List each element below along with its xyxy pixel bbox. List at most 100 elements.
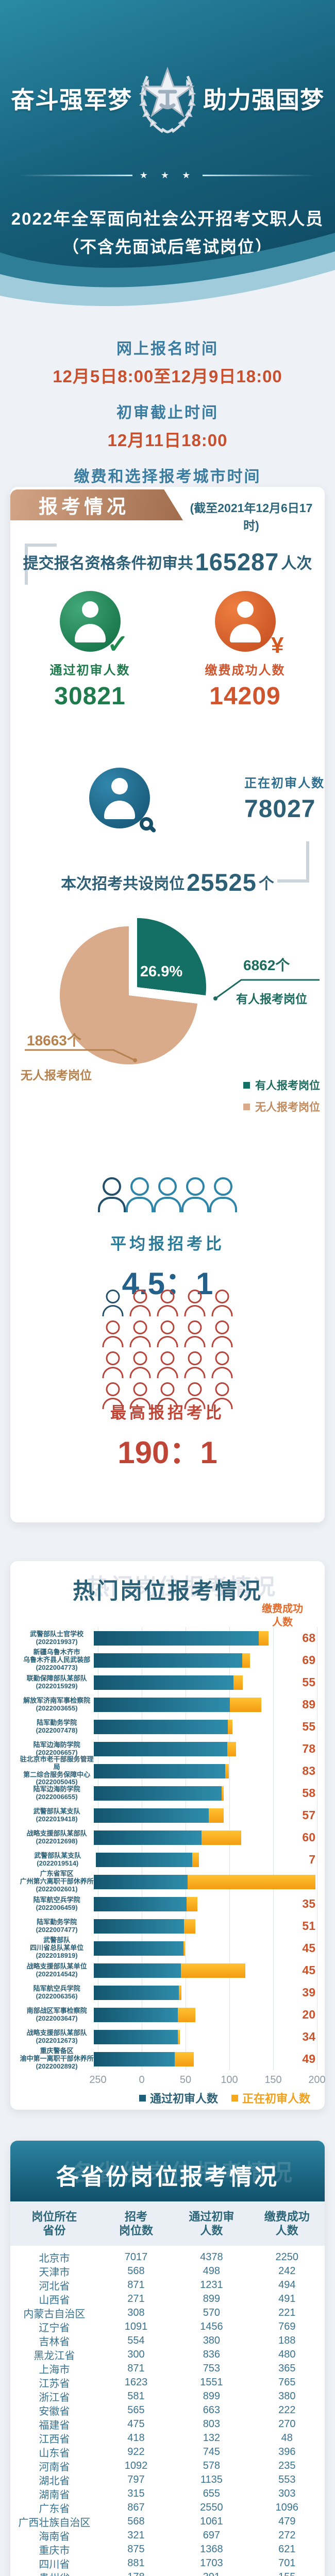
- cell-paid: 1096: [275, 2502, 299, 2513]
- cell-passed: 578: [203, 2460, 221, 2471]
- position-name: 陆军边海防学院 (2022006657): [20, 1741, 94, 1757]
- headline-prefix: 提交报名资格条件初审共: [23, 555, 193, 572]
- table-row: 安徽省 565 663 222: [10, 2403, 325, 2417]
- hero-title-line2: （不含先面试后笔试岗位）: [62, 238, 273, 256]
- bar-zone: [94, 1963, 302, 1978]
- position-name: 重庆警备区 渝中第一离职干部休养所 (2022002892): [20, 2047, 94, 2070]
- bar-zone: [94, 1631, 302, 1646]
- cell-passed: 1456: [200, 2321, 223, 2332]
- bar-zone: [94, 1786, 302, 1801]
- corner-bracket-icon: [25, 544, 57, 585]
- cell-paid: 2250: [275, 2251, 299, 2263]
- cell-jobs: 308: [127, 2307, 145, 2318]
- bar-zone: [94, 1653, 302, 1668]
- column-header: 招考 岗位数: [119, 2210, 153, 2238]
- magnifier-icon: [140, 817, 153, 831]
- cell-passed: 836: [203, 2349, 221, 2360]
- cell-paid: 155: [249, 2571, 325, 2576]
- chart-row: 陆军勤务学院 (2022007477) 51: [20, 1915, 315, 1937]
- paid-count-value: 20: [302, 2008, 315, 2021]
- bar-zone: [94, 2029, 302, 2044]
- position-code: (2022003655): [36, 1704, 78, 1712]
- position-code: (2022014542): [36, 1970, 78, 1978]
- chart-row: 陆军勤务学院 (2022007478) 55: [20, 1716, 315, 1738]
- legend-label: 通过初审人数: [149, 2092, 218, 2105]
- position-code: (2022007477): [36, 1925, 78, 1934]
- bar-under-review: [184, 1919, 196, 1934]
- cell-passed: 391: [174, 2571, 249, 2576]
- cell-jobs: 300: [127, 2349, 145, 2360]
- cell-passed: 2550: [200, 2502, 223, 2513]
- bar-under-review: [174, 2052, 194, 2066]
- cell-jobs: 321: [127, 2530, 145, 2541]
- slogan-right: 助力强国梦: [203, 87, 324, 113]
- cell-jobs: 1092: [124, 2460, 148, 2471]
- total-jobs-line: 本次招考共设岗位25525 个: [10, 868, 325, 896]
- chart-row: 武警部队某支队 (2022019514) 7: [20, 1849, 315, 1871]
- person-icon: [126, 1177, 154, 1212]
- table-row: 辽宁省 1091 1456 769: [10, 2319, 325, 2334]
- has-applicants-count: 6862个: [243, 957, 290, 973]
- bar-zone: [94, 1985, 302, 2000]
- stat-value: 78027: [244, 795, 316, 823]
- bar-passed-review: [94, 1919, 185, 1934]
- avg-ratio-label: 平均报招考比: [110, 1235, 225, 1253]
- position-name: 新疆乌鲁木齐市 乌鲁木齐县人民武装部 (2022004773): [20, 1648, 94, 1672]
- cell-jobs: 1623: [124, 2377, 148, 2388]
- stats-row: ✓ 通过初审人数 30821 ¥ 缴费成功人数 14209: [10, 591, 325, 710]
- person-icon: [157, 1320, 179, 1347]
- cell-jobs: 475: [127, 2418, 145, 2430]
- legend-swatch: [243, 1081, 250, 1089]
- bar-under-review: [188, 1874, 316, 1889]
- position-name: 陆军航空兵学院 (2022006459): [20, 1896, 94, 1912]
- position-code: (2022012698): [36, 1837, 78, 1845]
- cell-jobs: 7017: [124, 2251, 148, 2263]
- cell-province: 天津市: [39, 2267, 70, 2278]
- cell-province: 江苏省: [39, 2378, 70, 2389]
- cell-paid: 222: [278, 2404, 296, 2416]
- bar-zone: [94, 2007, 302, 2022]
- paid-count-value: 78: [302, 1742, 315, 1755]
- position-name: 驻北京市老干部服务管理局 第二综合服务保障中心 (2022005045): [20, 1755, 94, 1786]
- cell-jobs: 1091: [124, 2321, 148, 2332]
- axis-tick-label: 100: [221, 2074, 238, 2086]
- section-title-echo: 热门岗位报考情况: [87, 1575, 277, 1600]
- cell-passed: 132: [203, 2432, 221, 2444]
- position-code: (2022019418): [36, 1815, 78, 1823]
- table-row: 海南省 321 697 272: [10, 2528, 325, 2543]
- paid-count-value: 89: [302, 1698, 315, 1711]
- table-row: 山东省 922 745 396: [10, 2445, 325, 2459]
- hero-slogan-row: 奋斗强军梦 助力强国梦: [0, 60, 335, 137]
- jobs-number: 25525: [187, 869, 257, 896]
- cell-jobs: 178: [98, 2571, 174, 2576]
- bar-zone: [94, 2052, 302, 2066]
- cell-paid: 272: [278, 2530, 296, 2541]
- table-row: 江苏省 1623 1551 765: [10, 2375, 325, 2389]
- cell-province: 辽宁省: [39, 2323, 70, 2334]
- bar-under-review: [227, 1741, 236, 1756]
- bar-passed-review: [94, 2052, 175, 2066]
- legend-item-no-applicants: 无人报考岗位: [243, 1099, 320, 1114]
- position-name: 战略支援部队某部队 (2022012698): [20, 1829, 94, 1845]
- hot-positions-card: 热门岗位报考情况 热门岗位报考情况 缴费成功 人数 武警部队士官学校 (20220…: [10, 1561, 326, 2110]
- cell-province: 安徽省: [39, 2406, 70, 2417]
- cell-province: 内蒙古自治区: [23, 2309, 86, 2320]
- jobs-pie-chart: 26.9% 6862个 有人报考岗位 18663个 无人报考岗位: [10, 912, 325, 1090]
- paid-count-column-header: 缴费成功 人数: [262, 1603, 303, 1628]
- paid-count-value: 7: [309, 1853, 315, 1866]
- cell-jobs: 568: [127, 2265, 145, 2277]
- cell-passed: 803: [203, 2418, 221, 2430]
- cell-passed: 380: [203, 2335, 221, 2346]
- person-icon: [98, 1177, 126, 1212]
- cell-province: 广东省: [39, 2503, 70, 2515]
- position-code: (2022012673): [36, 2036, 78, 2044]
- person-icon: [129, 1290, 152, 1316]
- position-code: (2022006657): [36, 1748, 78, 1756]
- table-row: 江西省 418 132 48: [10, 2431, 325, 2445]
- stat-passed-review: ✓ 通过初审人数 30821: [50, 591, 130, 710]
- bar-under-review: [222, 1786, 224, 1801]
- bar-zone: [94, 1941, 302, 1956]
- cell-province: 北京市: [39, 2253, 70, 2264]
- person-icon: [181, 1177, 209, 1212]
- legend-label: 无人报考岗位: [255, 1101, 320, 1113]
